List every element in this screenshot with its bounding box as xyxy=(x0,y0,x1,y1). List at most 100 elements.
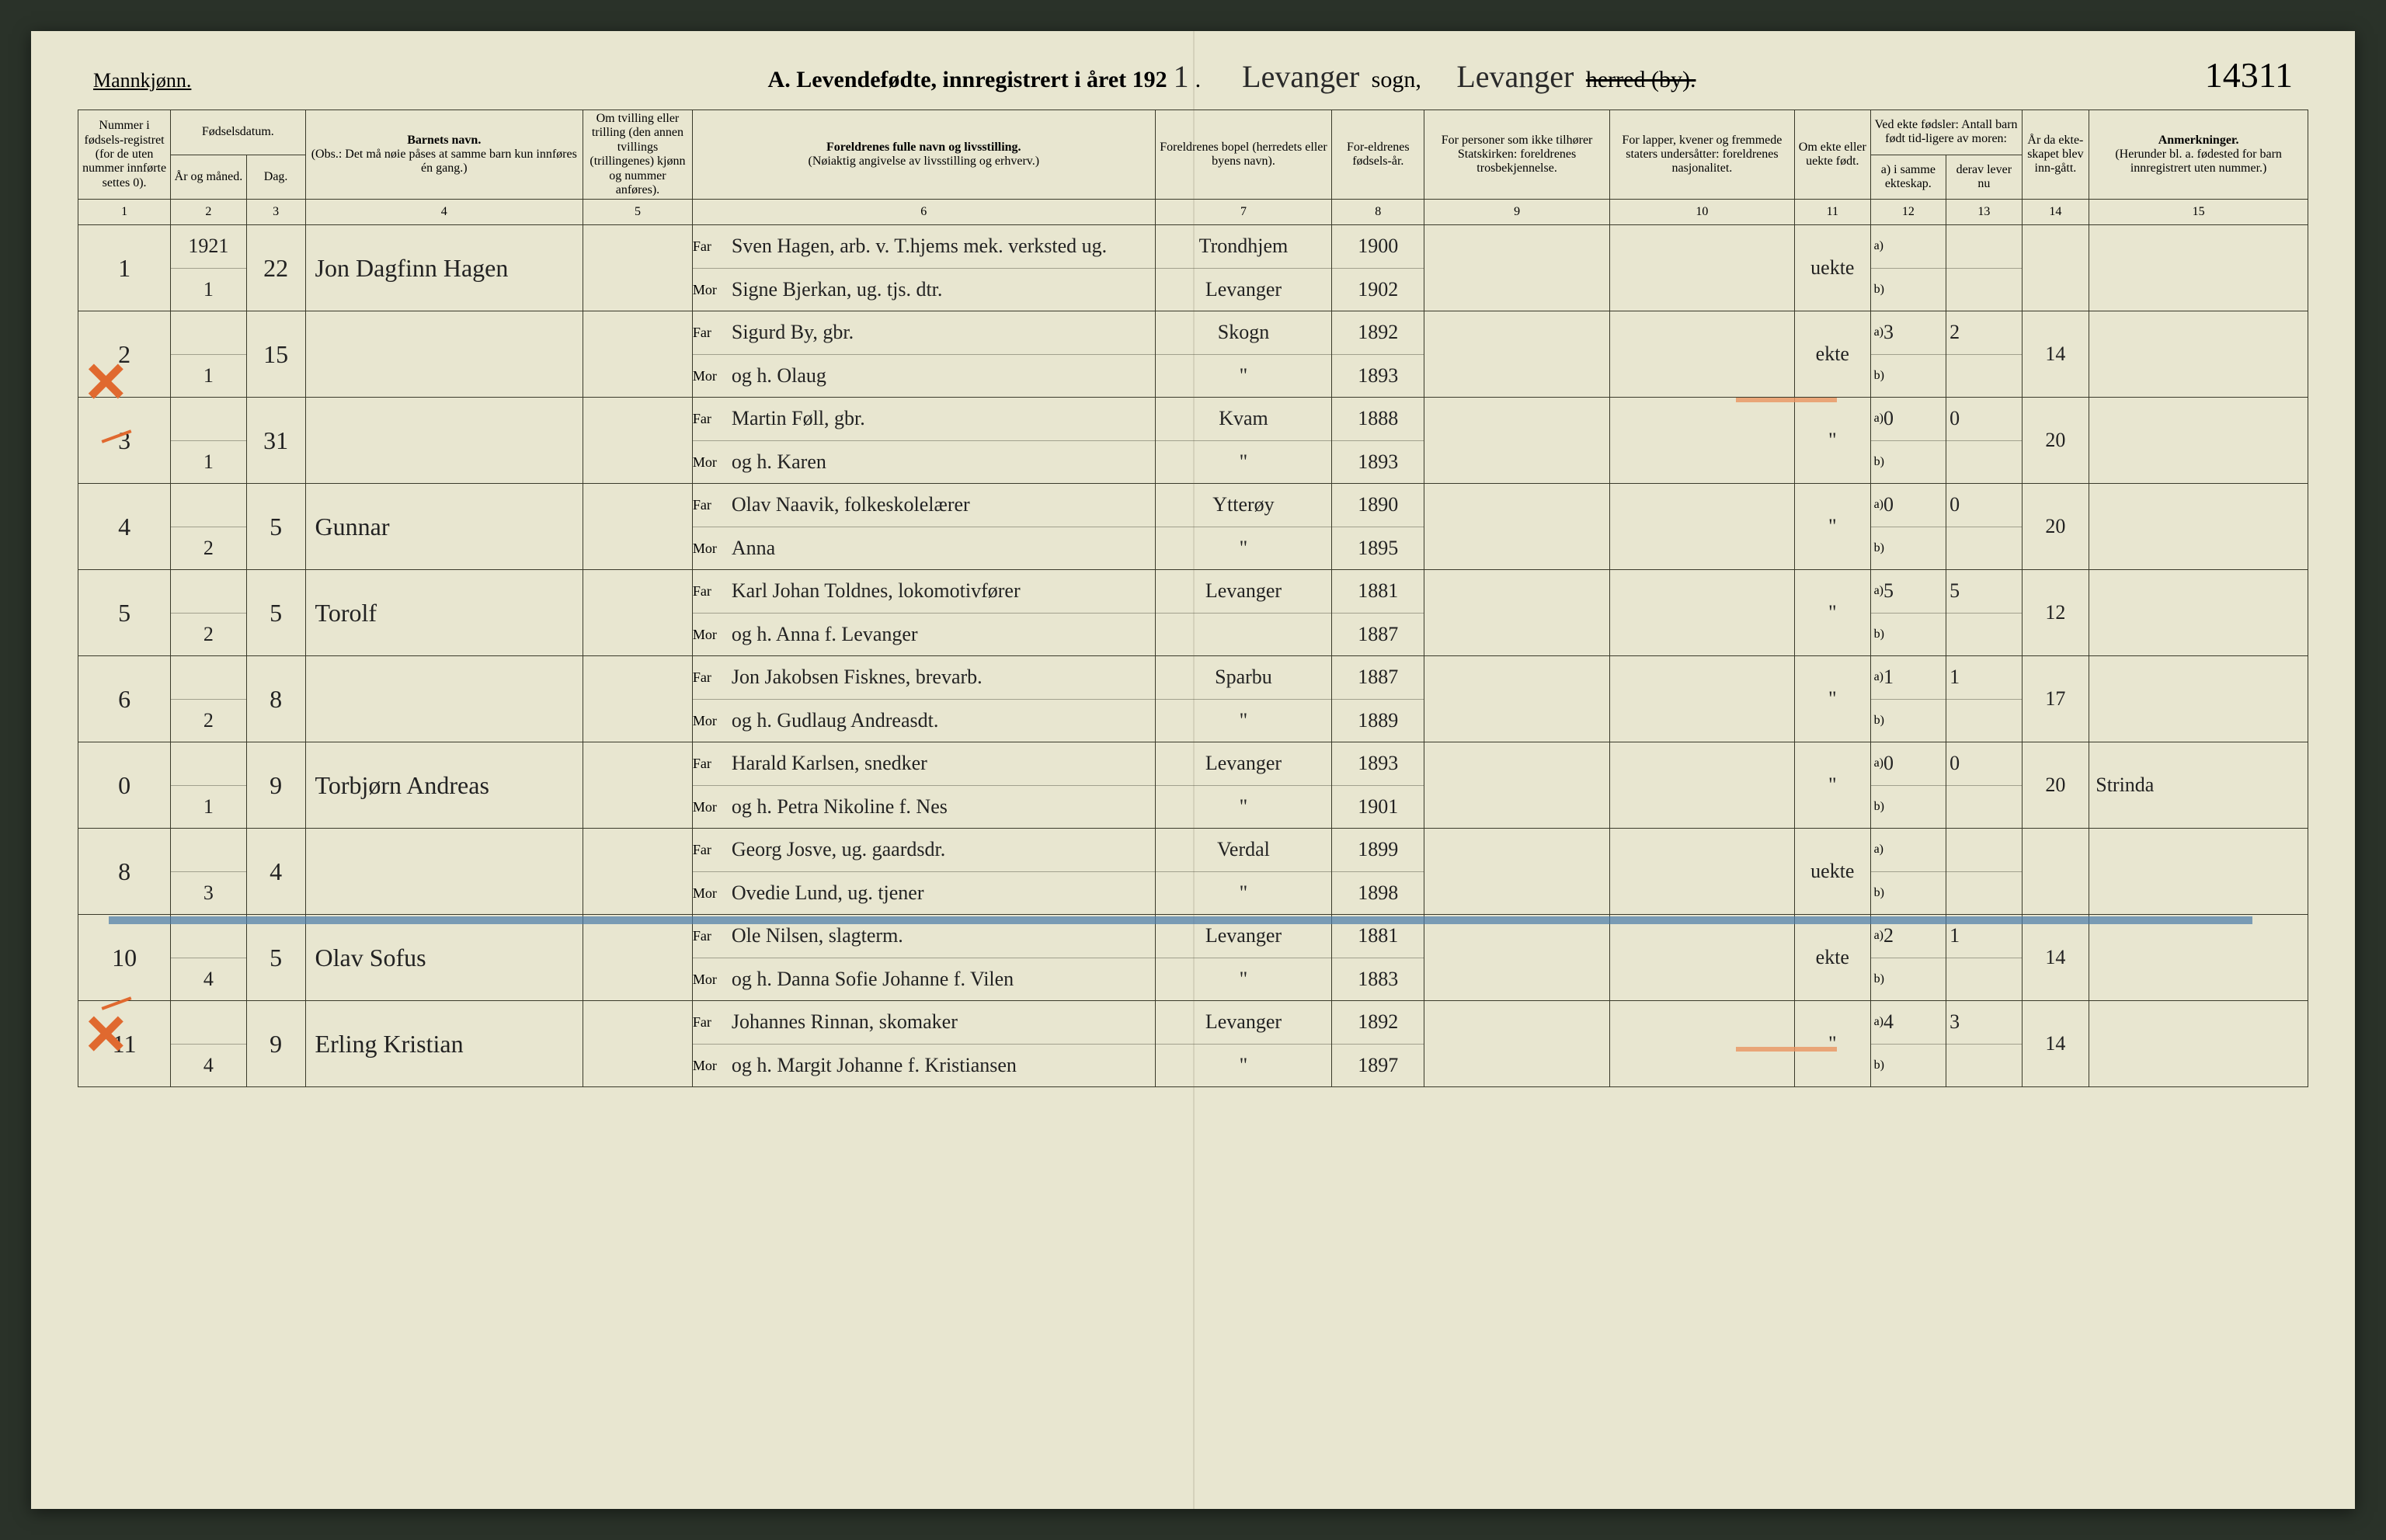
cell-parent-years: 18991898 xyxy=(1332,829,1424,915)
cell-residence: TrondhjemLevanger xyxy=(1155,225,1332,311)
cell-num: 11 xyxy=(78,1001,171,1087)
table-row: 834 FarGeorg Josve, ug. gaardsdr. MorOve… xyxy=(78,829,2308,915)
cell-parents: FarOlav Naavik, folkeskolelærer MorAnna xyxy=(692,484,1155,570)
cell-remarks xyxy=(2089,484,2308,570)
cell-12: a) b) xyxy=(1870,829,1946,915)
register-page: Mannkjønn. A. Levendefødte, innregistrer… xyxy=(31,31,2355,1509)
register-table: Nummer i fødsels-registret (for de uten … xyxy=(78,110,2308,1087)
cell-parent-years: 18811887 xyxy=(1332,570,1424,656)
cell-child-name: Olav Sofus xyxy=(305,915,583,1001)
cell-14 xyxy=(2022,829,2089,915)
table-row: 11921122Jon Dagfinn Hagen FarSven Hagen,… xyxy=(78,225,2308,311)
cell-num: 10 xyxy=(78,915,171,1001)
column-number: 14 xyxy=(2022,200,2089,225)
table-body: 11921122Jon Dagfinn Hagen FarSven Hagen,… xyxy=(78,225,2308,1087)
cell-twin xyxy=(583,656,693,742)
table-row: 425Gunnar FarOlav Naavik, folkeskolelære… xyxy=(78,484,2308,570)
cell-religion xyxy=(1424,225,1609,311)
cell-day: 5 xyxy=(246,915,305,1001)
col-4-sub: (Obs.: Det må nøie påses at samme barn k… xyxy=(309,148,580,176)
cell-ekte: ekte xyxy=(1795,311,1871,398)
cell-num: 5 xyxy=(78,570,171,656)
cell-remarks xyxy=(2089,570,2308,656)
cell-parent-years: 18931901 xyxy=(1332,742,1424,829)
cell-13: 0 xyxy=(1946,398,2023,484)
cell-child-name xyxy=(305,656,583,742)
col-15-header: Anmerkninger. (Herunder bl. a. fødested … xyxy=(2089,110,2308,200)
table-header: Nummer i fødsels-registret (for de uten … xyxy=(78,110,2308,225)
cell-residence: Levanger xyxy=(1155,570,1332,656)
cell-nationality xyxy=(1609,1001,1794,1087)
cell-parent-years: 18921893 xyxy=(1332,311,1424,398)
cell-residence: Sparbu" xyxy=(1155,656,1332,742)
cell-num: 2 xyxy=(78,311,171,398)
cell-13: 1 xyxy=(1946,656,2023,742)
cell-remarks xyxy=(2089,829,2308,915)
column-number: 10 xyxy=(1609,200,1794,225)
cell-12: a) 0b) xyxy=(1870,742,1946,829)
column-number: 12 xyxy=(1870,200,1946,225)
title-prefix: A. xyxy=(768,67,791,92)
cell-day: 8 xyxy=(246,656,305,742)
col-15-title: Anmerkninger. xyxy=(2092,134,2304,148)
cell-year-month: 3 xyxy=(171,829,247,915)
cell-year-month: 4 xyxy=(171,915,247,1001)
cell-religion xyxy=(1424,398,1609,484)
cell-nationality xyxy=(1609,484,1794,570)
cell-remarks xyxy=(2089,398,2308,484)
cell-day: 15 xyxy=(246,311,305,398)
cell-ekte: " xyxy=(1795,398,1871,484)
cell-13: 0 xyxy=(1946,742,2023,829)
col-13a-header: derav lever nu xyxy=(1946,155,2023,200)
cell-day: 22 xyxy=(246,225,305,311)
cell-parents: FarKarl Johan Toldnes, lokomotivfører Mo… xyxy=(692,570,1155,656)
cell-ekte: " xyxy=(1795,656,1871,742)
cell-12: a) 5b) xyxy=(1870,570,1946,656)
col-8-header: For-eldrenes fødsels-år. xyxy=(1332,110,1424,200)
cell-remarks xyxy=(2089,915,2308,1001)
cell-nationality xyxy=(1609,656,1794,742)
cell-num: 4 xyxy=(78,484,171,570)
cell-12: a) 2b) xyxy=(1870,915,1946,1001)
cell-year-month: 2 xyxy=(171,656,247,742)
cell-parent-years: 18871889 xyxy=(1332,656,1424,742)
cell-13: 2 xyxy=(1946,311,2023,398)
cell-twin xyxy=(583,398,693,484)
cell-parents: FarSigurd By, gbr. Morog h. Olaug xyxy=(692,311,1155,398)
cell-day: 5 xyxy=(246,484,305,570)
cell-nationality xyxy=(1609,829,1794,915)
cell-13: 0 xyxy=(1946,484,2023,570)
col-1-header: Nummer i fødsels-registret (for de uten … xyxy=(78,110,171,200)
cell-twin xyxy=(583,742,693,829)
cell-13: 1 xyxy=(1946,915,2023,1001)
cell-residence: Levanger" xyxy=(1155,1001,1332,1087)
cell-remarks xyxy=(2089,1001,2308,1087)
table-row: 019Torbjørn Andreas FarHarald Karlsen, s… xyxy=(78,742,2308,829)
column-number-row: 123456789101112131415 xyxy=(78,200,2308,225)
column-number: 15 xyxy=(2089,200,2308,225)
cell-religion xyxy=(1424,1001,1609,1087)
cell-residence: Ytterøy" xyxy=(1155,484,1332,570)
col-2-header: Fødselsdatum. xyxy=(171,110,305,155)
col-6-header: Foreldrenes fulle navn og livsstilling. … xyxy=(692,110,1155,200)
cell-14: 14 xyxy=(2022,915,2089,1001)
col-11-header: Om ekte eller uekte født. xyxy=(1795,110,1871,200)
cell-num: 1 xyxy=(78,225,171,311)
cell-remarks xyxy=(2089,225,2308,311)
sogn-value: Levanger xyxy=(1236,59,1365,94)
cell-day: 31 xyxy=(246,398,305,484)
column-number: 3 xyxy=(246,200,305,225)
col-12-header: Ved ekte fødsler: Antall barn født tid-l… xyxy=(1870,110,2022,155)
column-number: 1 xyxy=(78,200,171,225)
herred-label: herred (by). xyxy=(1586,67,1696,92)
cell-day: 9 xyxy=(246,1001,305,1087)
cell-day: 5 xyxy=(246,570,305,656)
cell-12: a) 0b) xyxy=(1870,398,1946,484)
page-header: Mannkjønn. A. Levendefødte, innregistrer… xyxy=(78,54,2308,96)
title-line: A. Levendefødte, innregistrert i året 19… xyxy=(326,58,2137,95)
col-2b-header: Dag. xyxy=(246,155,305,200)
cell-ekte: " xyxy=(1795,484,1871,570)
cell-14: 14 xyxy=(2022,311,2089,398)
cell-nationality xyxy=(1609,570,1794,656)
cell-twin xyxy=(583,1001,693,1087)
